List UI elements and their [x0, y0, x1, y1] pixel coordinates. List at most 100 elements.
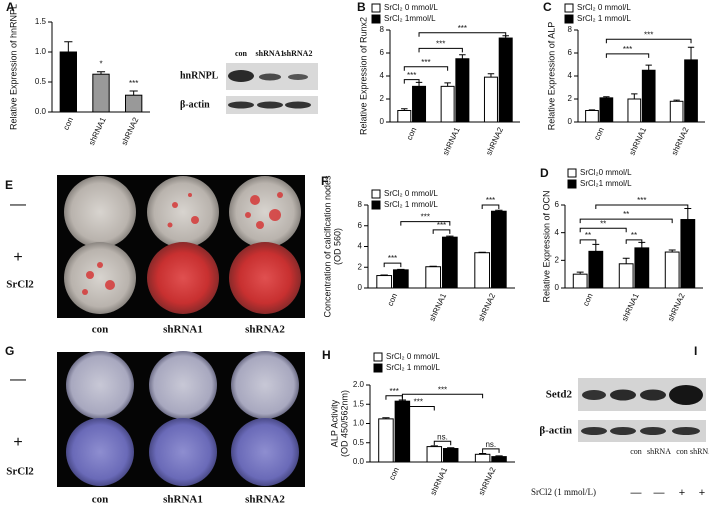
bar [684, 59, 698, 123]
well [229, 176, 301, 248]
legend-swatch [371, 200, 381, 210]
legend-swatch [371, 189, 381, 199]
x-tick-label: shRNA1 [87, 115, 108, 146]
significance-bracket [579, 227, 627, 233]
y-tick-label: 6 [380, 48, 385, 57]
y-axis-label: (OD 560) [332, 228, 342, 265]
y-tick-label: 2 [555, 255, 560, 264]
legend-label: SrCl₂ 0 mmol/L [384, 3, 438, 12]
error-bar [588, 109, 596, 111]
y-tick-label: 0 [568, 117, 573, 126]
blot-band [669, 385, 703, 405]
x-tick-label: con [386, 292, 400, 308]
well [229, 242, 301, 314]
x-tick-label: con [581, 292, 595, 308]
y-tick-label: 0 [358, 283, 363, 292]
bar [618, 263, 634, 289]
bar [490, 210, 507, 289]
significance-label: *** [389, 387, 398, 396]
significance-bracket [481, 204, 500, 209]
legend-label: SrCl₂ 1 mmol/L [386, 363, 440, 372]
row-title: SrCl2 [6, 466, 34, 478]
well [66, 351, 134, 419]
well [231, 418, 299, 486]
y-tick-label: 8 [358, 200, 363, 209]
significance-bracket [401, 393, 484, 399]
significance-bracket [418, 32, 507, 37]
blot-band [288, 74, 308, 80]
error-bar [430, 445, 438, 447]
significance-bracket [625, 239, 643, 244]
legend-label: SrCl₂ 0 mmol/L [386, 352, 440, 361]
significance-bracket [403, 66, 449, 71]
panel-label: I [694, 344, 697, 358]
y-tick-label: 1.5 [353, 399, 365, 408]
significance-label: *** [623, 45, 632, 54]
significance-label: *** [486, 196, 495, 205]
x-tick-label: shRNA2 [477, 465, 498, 496]
legend-label: SrCl₂ 0 mmol/L [384, 189, 438, 198]
bar [440, 85, 455, 123]
error-bar [478, 453, 487, 455]
blot-band [582, 390, 606, 400]
significance-bracket [400, 221, 451, 226]
error-bar [382, 417, 390, 419]
y-axis-label: Relative Expression of OCN [541, 190, 551, 302]
row-label: — [10, 196, 26, 213]
y-tick-label: 6 [568, 48, 573, 57]
y-axis-label: Relative Expression of Runx2 [358, 17, 368, 135]
well [231, 351, 299, 419]
y-tick-label: 2 [568, 94, 573, 103]
x-tick-label: con [405, 126, 419, 142]
y-tick-label: 0 [380, 117, 385, 126]
significance-bracket [482, 448, 500, 453]
blot-band [610, 427, 636, 435]
bar [680, 219, 696, 289]
significance-bracket [401, 406, 435, 411]
error-bar [64, 41, 73, 52]
error-bar [459, 54, 466, 59]
error-bar [487, 73, 495, 78]
significance-bracket [383, 262, 402, 268]
error-bar [645, 64, 652, 71]
well [64, 242, 136, 314]
legend-swatch [373, 363, 383, 373]
significance-label: *** [458, 24, 467, 33]
legend-label: SrCl₂ 0 mmol/L [577, 3, 631, 12]
well [64, 176, 136, 248]
bar [669, 100, 684, 123]
panel-label: E [5, 178, 13, 192]
y-tick-label: 2 [380, 94, 385, 103]
panel-label: H [322, 348, 331, 362]
column-label: shRNA1 [163, 324, 203, 336]
bar [425, 266, 442, 289]
stain-spots [82, 192, 283, 295]
error-bar [495, 455, 503, 457]
error-bar [129, 90, 138, 96]
legend-swatch [567, 179, 577, 189]
x-tick-label: shRNA1 [428, 465, 449, 496]
legend-swatch [373, 352, 383, 362]
bar [474, 252, 491, 289]
bar [376, 275, 393, 289]
row-label: — [10, 371, 26, 388]
bar [588, 250, 604, 289]
bar [474, 453, 491, 463]
error-bar [380, 274, 388, 276]
y-tick-label: 1.0 [35, 47, 47, 56]
significance-bracket [403, 79, 420, 84]
x-tick-label: shRNA2 [666, 291, 687, 322]
protein-label: β-actin [539, 425, 572, 437]
bar [378, 418, 394, 463]
blot-band [259, 73, 281, 81]
bar [412, 85, 427, 123]
protein-label: hnRNPL [180, 70, 219, 81]
significance-label: *** [436, 40, 445, 49]
x-tick-label: shRNA2 [476, 291, 497, 322]
treatment-sign: — [654, 487, 665, 499]
legend-label: SrCl₂ 1 mmol/L [384, 200, 438, 209]
lane-label: shRNA [647, 447, 671, 456]
lane-label: shRNA2 [284, 49, 313, 58]
blot-band [610, 389, 636, 401]
